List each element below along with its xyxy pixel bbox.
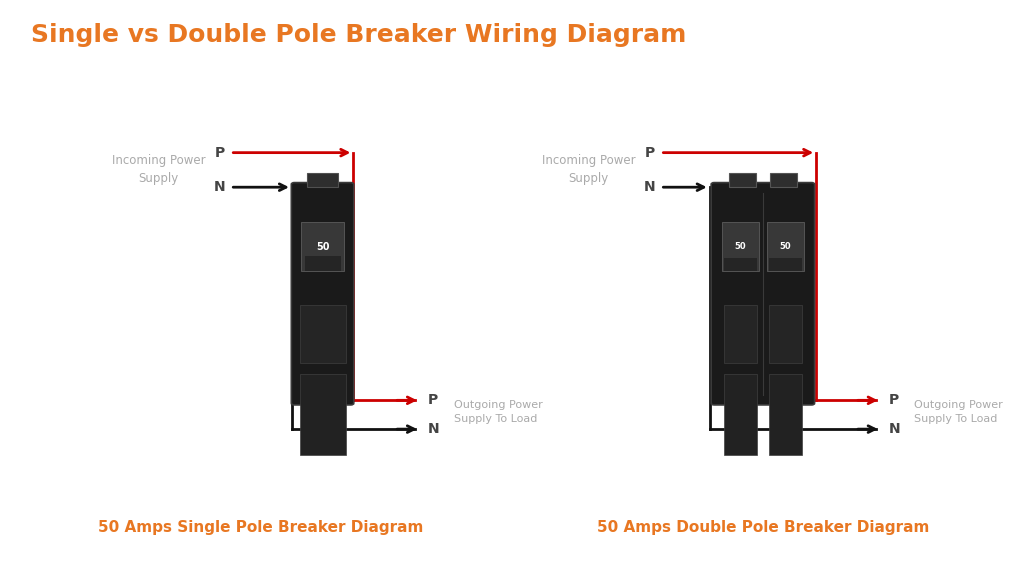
- Text: Outgoing Power
Supply To Load: Outgoing Power Supply To Load: [454, 400, 543, 424]
- Text: 50 Amps Single Pole Breaker Diagram: 50 Amps Single Pole Breaker Diagram: [98, 520, 424, 535]
- Text: P: P: [645, 146, 655, 160]
- Text: Incoming Power
Supply: Incoming Power Supply: [112, 154, 206, 185]
- Bar: [724, 305, 757, 363]
- Bar: [770, 173, 797, 187]
- Text: N: N: [889, 422, 900, 436]
- Text: Incoming Power
Supply: Incoming Power Supply: [542, 154, 636, 185]
- FancyBboxPatch shape: [711, 183, 815, 405]
- Bar: [722, 222, 759, 271]
- Text: P: P: [889, 393, 899, 407]
- Text: Single vs Double Pole Breaker Wiring Diagram: Single vs Double Pole Breaker Wiring Dia…: [31, 22, 686, 47]
- Bar: [307, 173, 338, 187]
- Bar: [767, 222, 804, 271]
- Text: P: P: [215, 146, 225, 160]
- Bar: [724, 374, 757, 455]
- Bar: [769, 258, 802, 271]
- Bar: [301, 222, 344, 271]
- Bar: [769, 305, 802, 363]
- Text: 50: 50: [779, 242, 792, 251]
- Bar: [299, 305, 345, 363]
- Bar: [724, 258, 757, 271]
- Text: N: N: [644, 180, 655, 194]
- Bar: [729, 173, 756, 187]
- Text: Outgoing Power
Supply To Load: Outgoing Power Supply To Load: [914, 400, 1004, 424]
- Text: P: P: [428, 393, 438, 407]
- Text: N: N: [214, 180, 225, 194]
- Text: N: N: [428, 422, 439, 436]
- Bar: [729, 399, 756, 414]
- Text: 50 Amps Double Pole Breaker Diagram: 50 Amps Double Pole Breaker Diagram: [597, 520, 929, 535]
- Bar: [769, 374, 802, 455]
- FancyBboxPatch shape: [291, 183, 354, 405]
- Bar: [299, 374, 345, 455]
- Text: 50: 50: [315, 241, 330, 252]
- Bar: [307, 399, 338, 414]
- Bar: [770, 399, 797, 414]
- Text: 50: 50: [734, 242, 746, 251]
- Bar: [304, 256, 341, 271]
